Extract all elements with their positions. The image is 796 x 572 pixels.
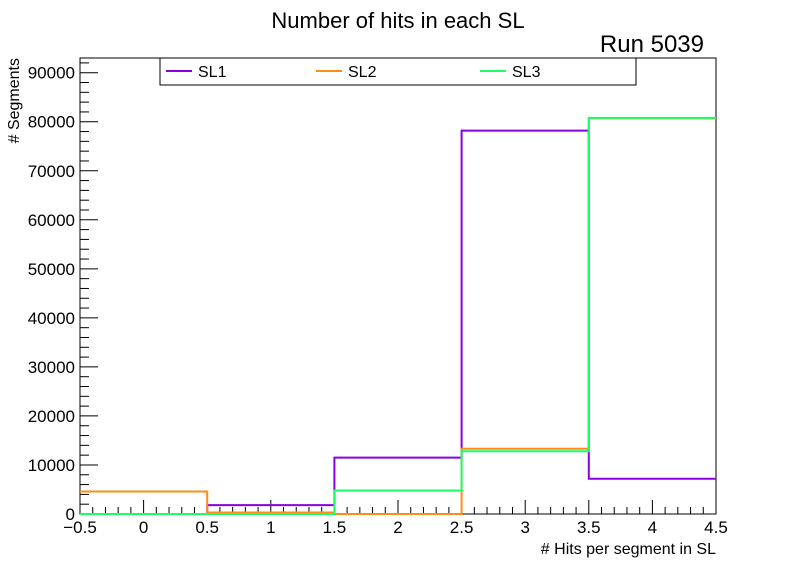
x-axis-title: # Hits per segment in SL <box>541 541 716 558</box>
series-sl3-line <box>80 116 716 515</box>
plot-frame <box>79 57 717 515</box>
x-tick-label: 0 <box>139 518 148 537</box>
chart-title: Number of hits in each SL <box>271 8 524 33</box>
y-tick-label: 0 <box>66 505 75 524</box>
y-tick-label: 50000 <box>28 260 75 279</box>
y-tick-label: 60000 <box>28 211 75 230</box>
y-tick-label: 80000 <box>28 113 75 132</box>
legend: SL1 SL2 SL3 <box>159 57 637 86</box>
x-tick-label: 1 <box>266 518 275 537</box>
y-tick-labels: 0 10000 20000 30000 40000 50000 60000 70000 8000… <box>28 64 75 524</box>
axis-ticks <box>79 62 717 515</box>
x-tick-label: 0.5 <box>195 518 219 537</box>
x-tick-label: 2.5 <box>450 518 474 537</box>
x-tick-label: 1.5 <box>323 518 347 537</box>
legend-items: SL1 SL2 SL3 <box>166 64 541 81</box>
x-tick-labels: −0.5 0 0.5 1 1.5 2 2.5 3 3.5 4 4.5 <box>63 518 728 537</box>
legend-label-sl2: SL2 <box>348 64 377 81</box>
y-tick-label: 90000 <box>28 64 75 83</box>
x-tick-label: 4.5 <box>704 518 728 537</box>
x-tick-label: 3 <box>520 518 529 537</box>
run-annotation: Run 5039 <box>600 31 704 58</box>
series-sl1-line <box>80 129 716 515</box>
x-tick-label: 2 <box>393 518 402 537</box>
series-sl2-line <box>80 117 716 515</box>
y-tick-label: 10000 <box>28 456 75 475</box>
y-tick-label: 40000 <box>28 309 75 328</box>
legend-label-sl3: SL3 <box>512 64 541 81</box>
x-tick-label: −0.5 <box>63 518 97 537</box>
x-tick-label: 3.5 <box>577 518 601 537</box>
y-tick-label: 30000 <box>28 358 75 377</box>
legend-label-sl1: SL1 <box>198 64 227 81</box>
y-tick-label: 70000 <box>28 162 75 181</box>
x-tick-label: 4 <box>648 518 657 537</box>
series-group <box>80 116 716 515</box>
y-tick-label: 20000 <box>28 407 75 426</box>
y-axis-title: # Segments <box>6 58 23 143</box>
legend-box <box>159 57 637 86</box>
